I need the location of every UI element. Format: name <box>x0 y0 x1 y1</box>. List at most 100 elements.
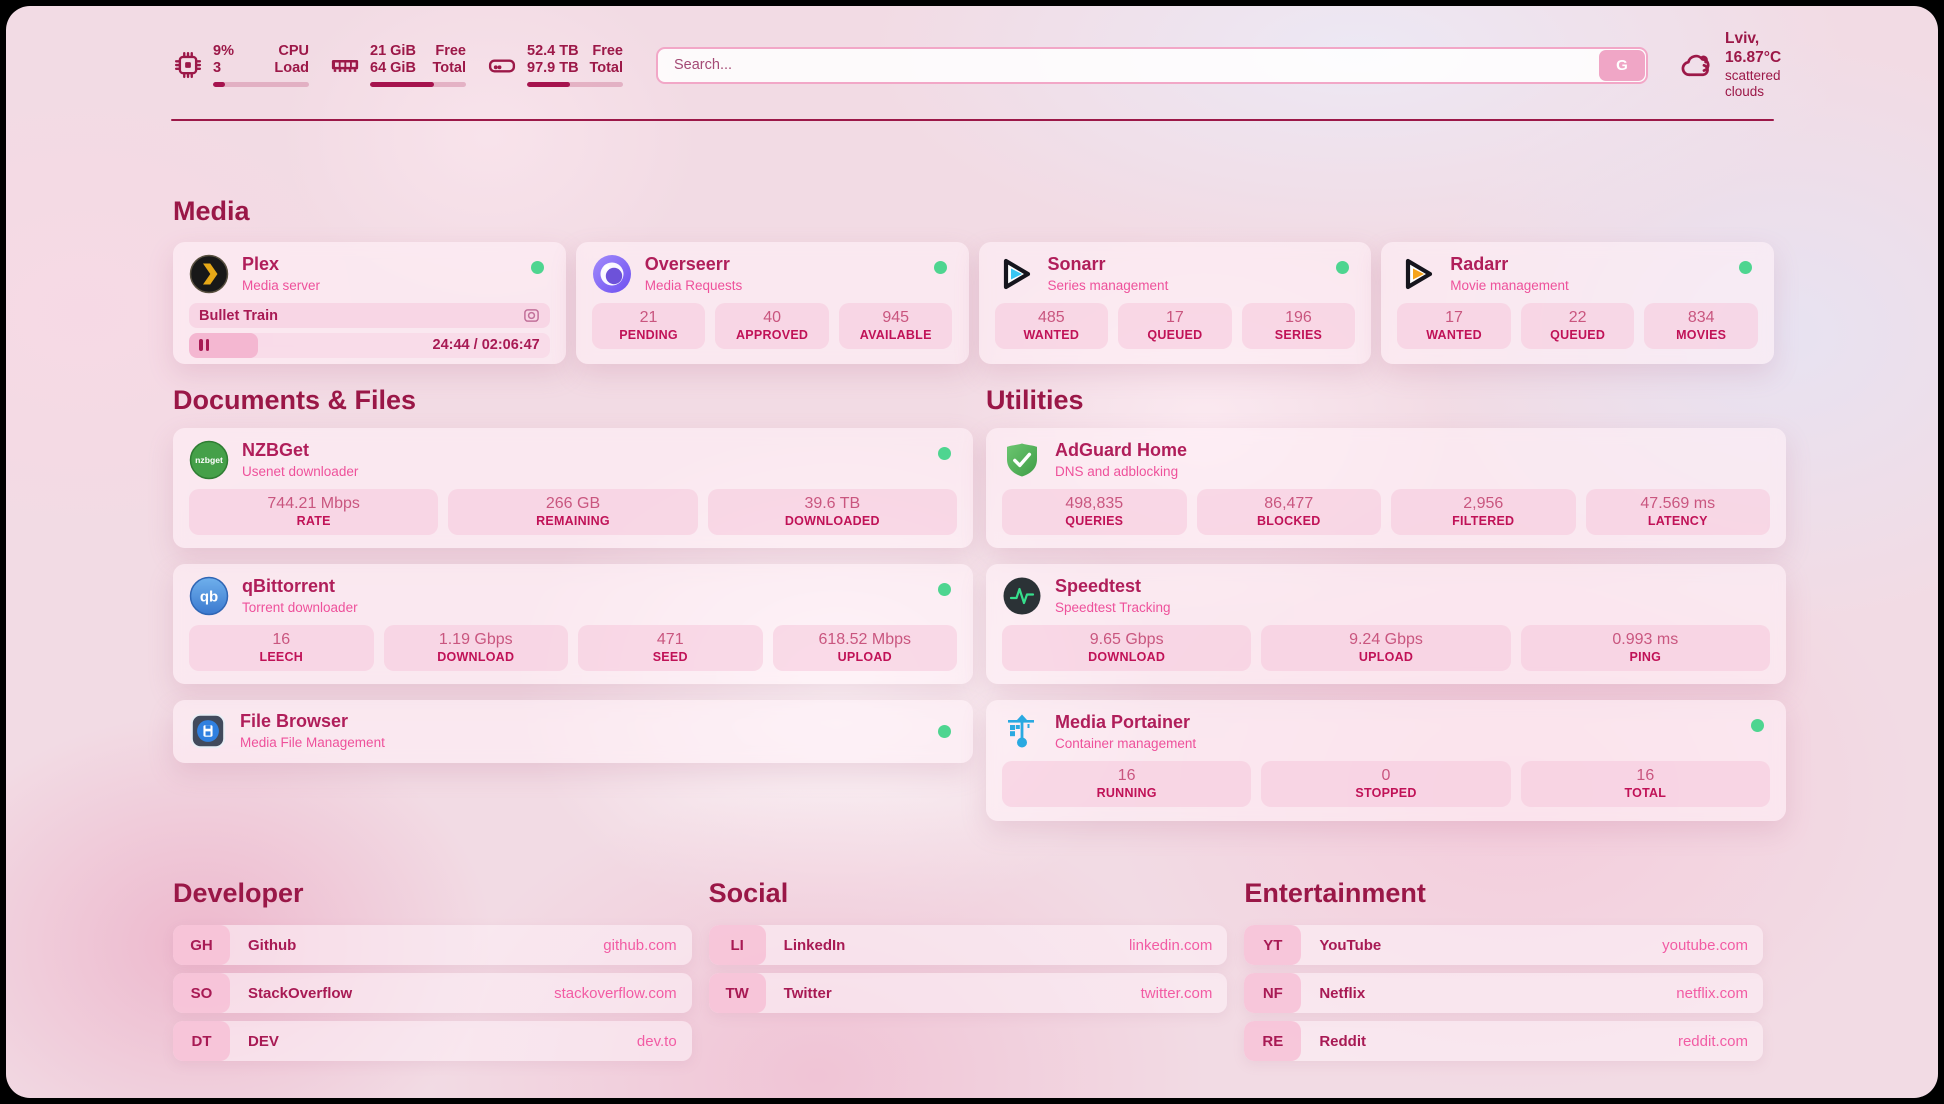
section-title-media: Media <box>173 196 250 226</box>
card-subtitle: Media File Management <box>240 734 385 750</box>
stat-total: 16 TOTAL <box>1520 761 1770 807</box>
card-overseerr[interactable]: Overseerr Media Requests 21 PENDING 40 APP… <box>575 242 969 364</box>
card-subtitle: Media server <box>242 277 321 293</box>
search-input[interactable] <box>656 46 1648 84</box>
stat-available: 945 AVAILABLE <box>838 303 953 349</box>
overseerr-icon <box>592 255 631 293</box>
card-portainer[interactable]: Media Portainer Container management 16 R… <box>986 700 1786 821</box>
stat-movies: 834 MOVIES <box>1644 303 1758 349</box>
link-abbr-badge: NF <box>1244 973 1302 1013</box>
card-title: qBittorrent <box>242 576 335 597</box>
playback-progress: 24:44 / 02:06:47 <box>189 333 550 358</box>
link-twitter[interactable]: TW Twitter twitter.com <box>708 973 1228 1013</box>
status-dot <box>1739 261 1752 274</box>
stat-latency: 47.569 ms LATENCY <box>1585 489 1770 535</box>
stat-queued: 22 QUEUED <box>1520 303 1635 349</box>
status-dot <box>938 725 951 738</box>
stat-upload: 618.52 Mbps UPLOAD <box>772 625 957 671</box>
link-dev[interactable]: DT DEV dev.to <box>173 1021 692 1061</box>
weather-widget: Lviv, 16.87°C scattered clouds <box>1678 29 1781 102</box>
dashboard-screen: 9% CPU 3 Load 21 GiB Free 64 GiB Total <box>6 6 1938 1098</box>
status-dot <box>938 583 951 596</box>
card-title: Sonarr <box>1047 254 1106 275</box>
header-divider <box>171 119 1774 121</box>
cpu-progress-track <box>213 82 309 88</box>
card-subtitle: Speedtest Tracking <box>1055 599 1171 615</box>
card-plex[interactable]: Plex Media server Bullet Train 24:44 / 0… <box>173 242 566 364</box>
link-linkedin[interactable]: LI LinkedIn linkedin.com <box>708 925 1228 965</box>
card-subtitle: Media Requests <box>644 277 743 293</box>
stat-blocked: 86,477 BLOCKED <box>1196 489 1381 535</box>
portainer-icon <box>1008 714 1034 748</box>
entertainment-section: Entertainment YT YouTube youtube.com NF … <box>1244 878 1763 1061</box>
link-youtube[interactable]: YT YouTube youtube.com <box>1244 925 1763 965</box>
card-sonarr[interactable]: Sonarr Series management 485 WANTED 17 QUE… <box>978 242 1372 364</box>
qbittorrent-icon: qb <box>189 576 229 616</box>
search-engine-button[interactable]: G <box>1599 49 1645 81</box>
cpu-progress-fill <box>213 82 226 88</box>
link-name: YouTube <box>1319 936 1382 954</box>
search-bar: G <box>656 46 1648 84</box>
card-speedtest[interactable]: Speedtest Speedtest Tracking 9.65 Gbps DO… <box>986 564 1786 684</box>
disk-icon <box>488 59 516 73</box>
link-abbr-badge: RE <box>1244 1021 1302 1061</box>
speedtest-icon <box>1003 577 1041 615</box>
stat-wanted: 485 WANTED <box>994 303 1109 349</box>
card-title: Plex <box>242 254 280 275</box>
pause-button[interactable] <box>199 339 209 351</box>
cloud-icon <box>1681 54 1710 77</box>
card-title: NZBGet <box>242 440 309 461</box>
nzbget-icon: nzbget <box>189 440 229 480</box>
cpu-chip-icon <box>174 51 202 79</box>
adguard-icon <box>1007 443 1037 477</box>
weather-location: Lviv, 16.87°C <box>1725 29 1782 67</box>
link-netflix[interactable]: NF Netflix netflix.com <box>1244 973 1763 1013</box>
cpu-stat: 9% CPU 3 Load <box>173 43 309 88</box>
cpu-usage-value: 9% <box>213 42 234 59</box>
stat-queued: 17 QUEUED <box>1118 303 1232 349</box>
card-radarr[interactable]: Radarr Movie management 17 WANTED 22 QUEUE… <box>1381 242 1774 364</box>
link-name: Github <box>248 936 297 954</box>
stat-seed: 471 SEED <box>578 625 763 671</box>
card-filebrowser[interactable]: File Browser Media File Management <box>173 700 973 763</box>
disk-progress-track <box>527 82 623 88</box>
link-reddit[interactable]: RE Reddit reddit.com <box>1244 1021 1763 1061</box>
stat-series: 196 SERIES <box>1241 303 1356 349</box>
disk-total-value: 97.9 TB <box>527 60 579 76</box>
status-dot <box>938 447 951 460</box>
developer-section: Developer GH Github github.com SO StackO… <box>173 878 692 1061</box>
disk-total-label: Total <box>589 60 623 76</box>
stat-wanted: 17 WANTED <box>1397 303 1511 349</box>
link-abbr-badge: SO <box>173 973 230 1013</box>
link-url: github.com <box>603 936 677 954</box>
stat-leech: 16 LEECH <box>189 625 374 671</box>
memory-total-value: 64 GiB <box>370 60 416 76</box>
memory-total-label: Total <box>432 60 466 76</box>
memory-free-value: 21 GiB <box>370 42 416 59</box>
cpu-load-label: Load <box>274 60 309 76</box>
stat-running: 16 RUNNING <box>1002 761 1252 807</box>
link-url: linkedin.com <box>1128 936 1213 954</box>
link-name: Twitter <box>783 984 832 1002</box>
link-github[interactable]: GH Github github.com <box>173 925 692 965</box>
stat-queries: 498,835 QUERIES <box>1002 489 1187 535</box>
link-url: dev.to <box>636 1032 677 1050</box>
link-url: youtube.com <box>1662 936 1748 954</box>
card-nzbget[interactable]: nzbget NZBGet Usenet downloader 744.21 M… <box>173 428 973 548</box>
link-abbr-badge: LI <box>708 925 766 965</box>
link-abbr-badge: YT <box>1244 925 1302 965</box>
card-title: File Browser <box>240 711 349 731</box>
link-url: twitter.com <box>1140 984 1213 1002</box>
card-adguard[interactable]: AdGuard Home DNS and adblocking 498,835 Q… <box>986 428 1786 548</box>
disk-free-value: 52.4 TB <box>527 42 579 59</box>
link-name: DEV <box>248 1032 279 1050</box>
stat-stopped: 0 STOPPED <box>1261 761 1511 807</box>
ram-icon <box>331 60 359 72</box>
status-dot <box>530 261 544 274</box>
card-title: Media Portainer <box>1055 712 1191 733</box>
card-qbittorrent[interactable]: qb qBittorrent Torrent downloader 16 LEEC… <box>173 564 973 684</box>
link-abbr-badge: DT <box>173 1021 230 1061</box>
link-stackoverflow[interactable]: SO StackOverflow stackoverflow.com <box>173 973 692 1013</box>
stat-rate: 744.21 Mbps RATE <box>189 489 439 535</box>
plex-icon <box>189 254 229 294</box>
